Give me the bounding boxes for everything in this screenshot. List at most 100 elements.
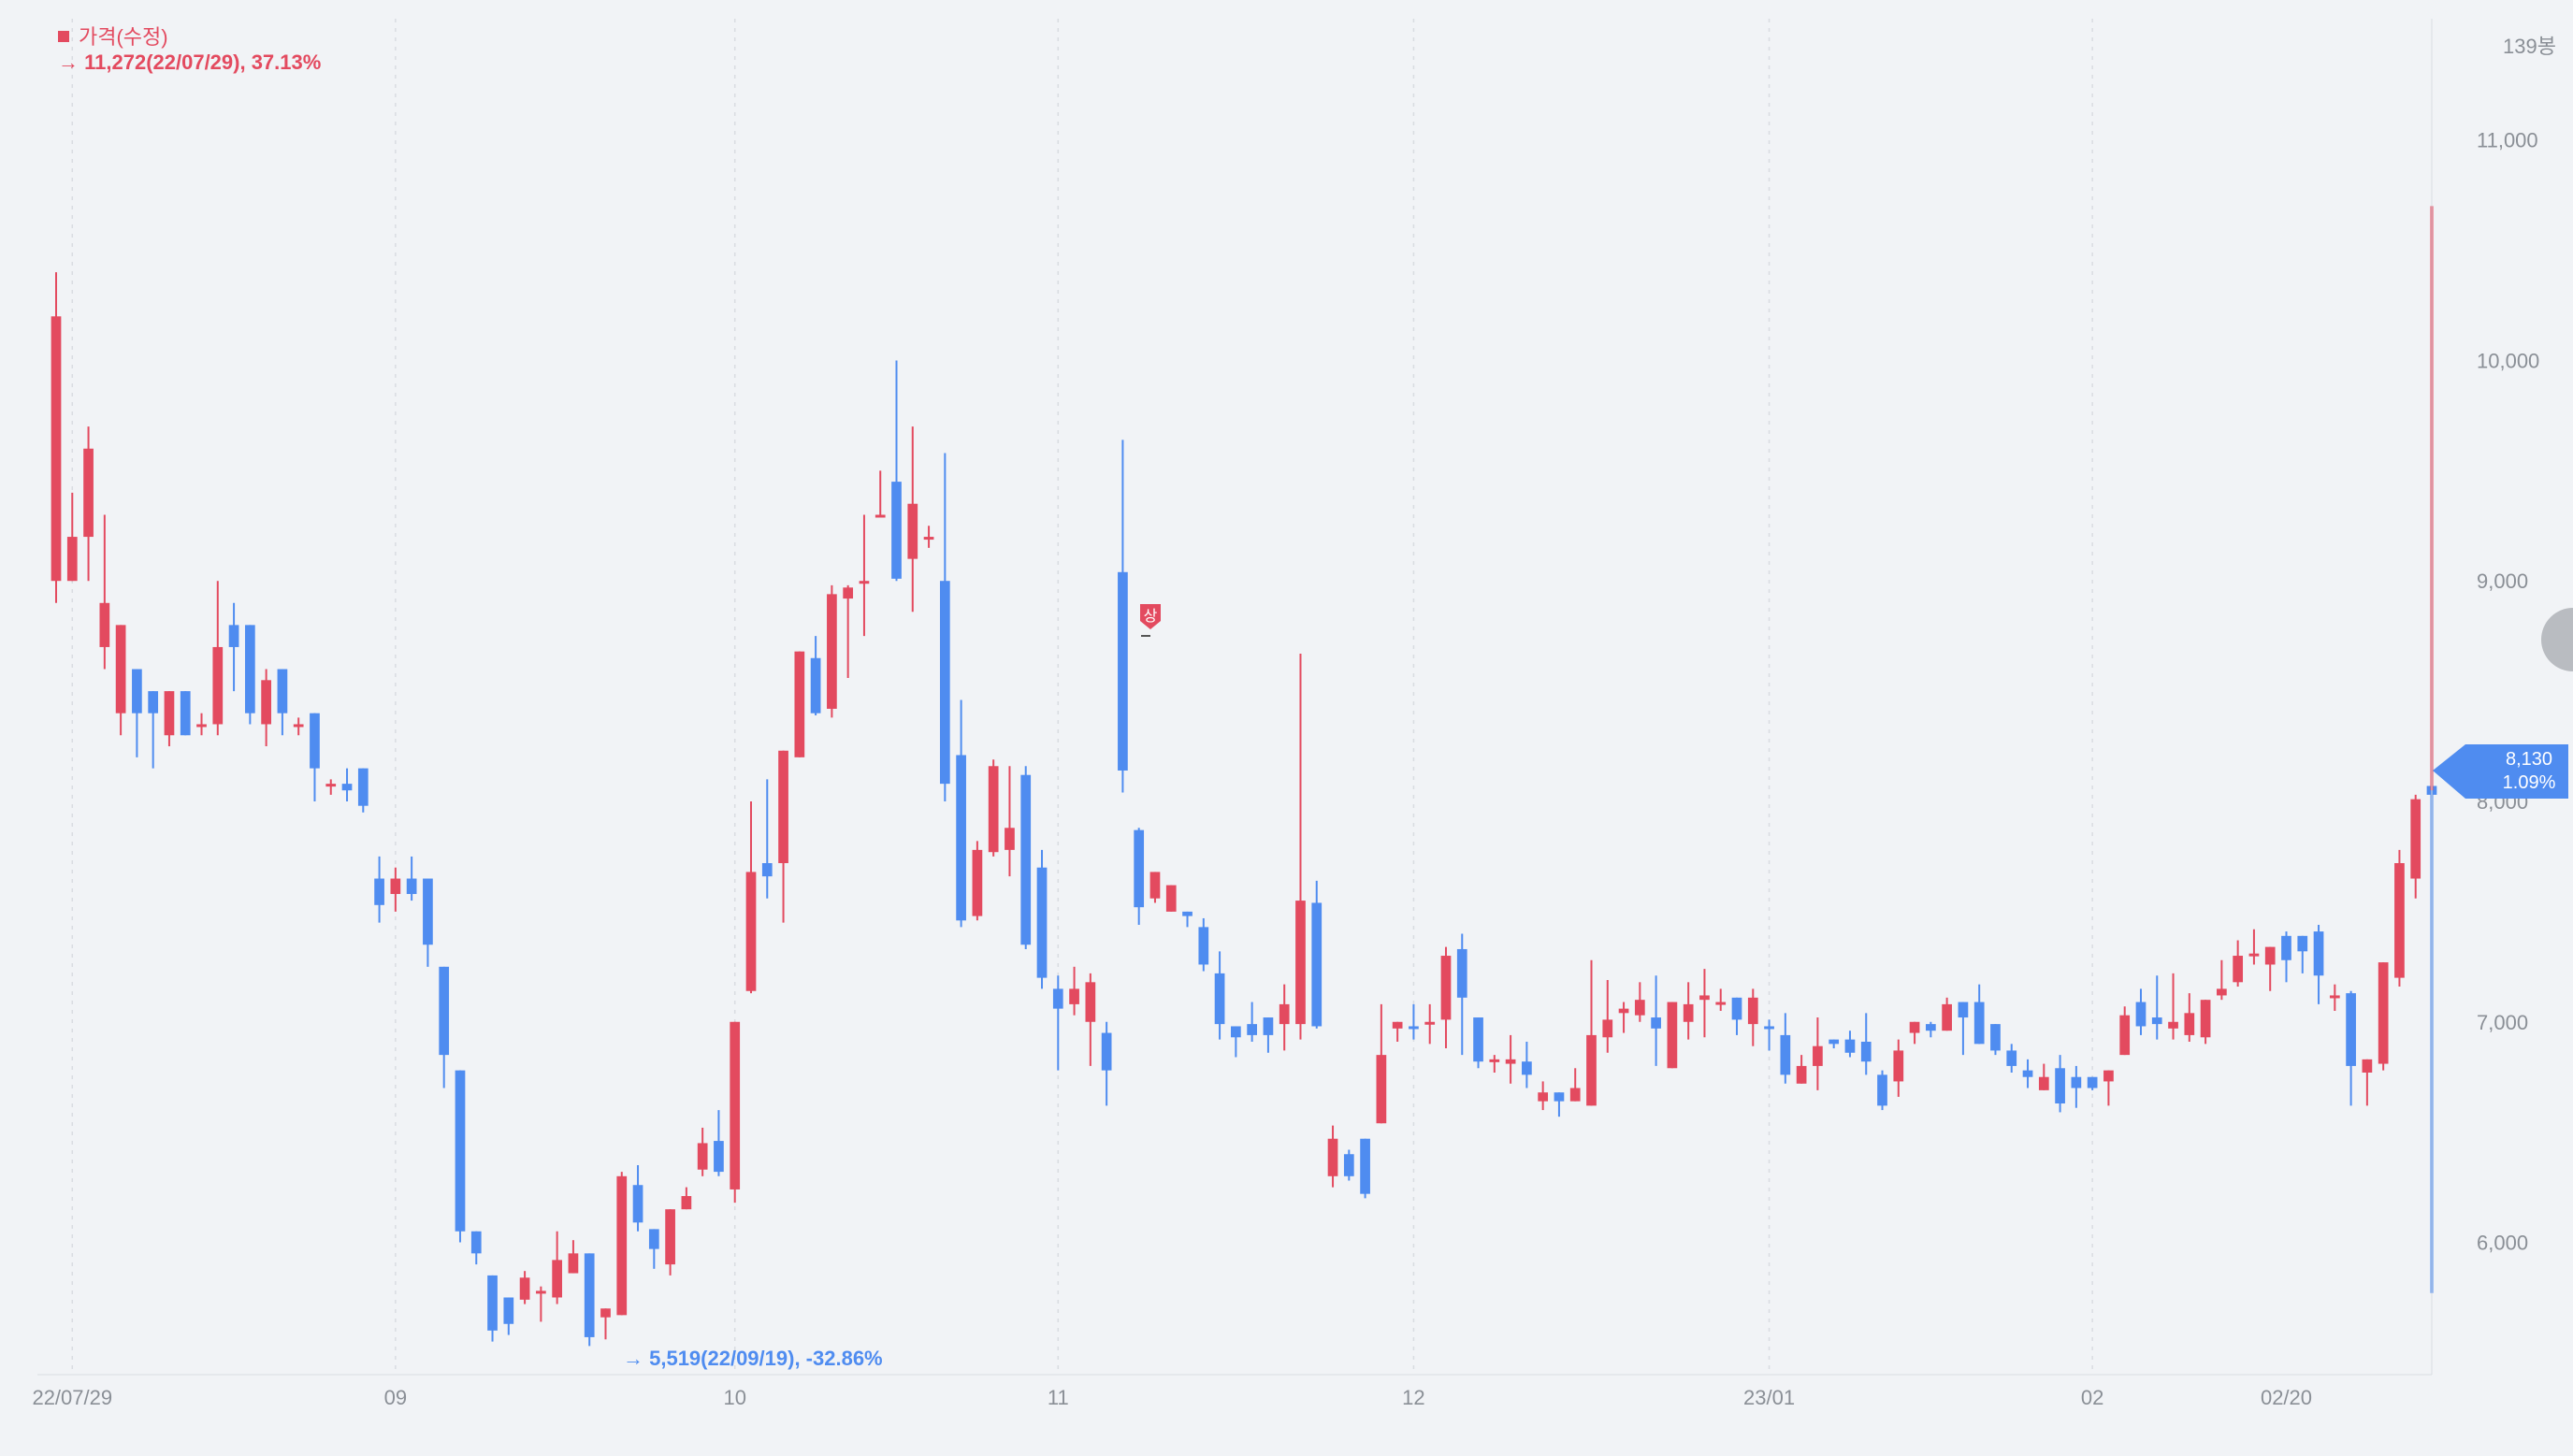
event-badge[interactable]: 상 [1140,604,1161,637]
candle [1893,1039,1904,1097]
candle-body [1409,1026,1419,1030]
candle-body [2378,962,2389,1064]
candle-body [714,1141,724,1173]
candle-body [681,1196,692,1210]
candle-body [1149,872,1161,899]
candle [730,1021,741,1204]
candle [341,768,353,801]
x-tick-label: 09 [384,1386,407,1409]
candle [1165,885,1177,912]
candle-body [244,625,255,714]
candle [1149,872,1161,903]
candle [2038,1063,2049,1090]
badge-shield-icon [1140,604,1161,629]
candle [1231,1026,1241,1058]
candle-body [2184,1013,2195,1035]
candle-body [293,724,304,728]
candle [1569,1068,1581,1102]
candle-body [2071,1076,2082,1088]
candle-body [1473,1017,1483,1062]
candle-body [423,878,433,945]
candle-body [1198,927,1209,965]
candle-body [827,594,837,709]
candle [1764,1019,1774,1051]
x-tick-label: 22/07/29 [32,1386,112,1409]
candle-body [648,1229,659,1249]
candle-body [2200,1000,2211,1038]
current-price-tag[interactable]: 8,130 1.09% [2433,744,2568,799]
candle-body [1731,997,1742,1020]
candle-body [1005,828,1015,850]
candle [1182,911,1193,928]
candle [1634,982,1645,1022]
candle [1311,880,1323,1029]
candle [293,717,304,736]
candle-body [439,966,450,1056]
candle-body [568,1253,579,1274]
candle-body [632,1185,643,1223]
candle [1780,1013,1791,1084]
candle-body [1942,1003,1952,1031]
candle-body [730,1021,741,1189]
candle [1829,1039,1840,1049]
candle-body [406,878,417,895]
candle-body [1360,1138,1370,1194]
candle [1409,1003,1419,1040]
candle-body [1020,774,1032,945]
candle [2184,993,2195,1042]
candle [2087,1076,2098,1090]
candle [1522,1041,1532,1088]
candle [1198,917,1209,972]
candle-body [1101,1032,1112,1071]
y-tick-label: 6,000 [2477,1232,2528,1255]
candle-body [1440,956,1452,1020]
candle [180,691,191,736]
candle-body [794,651,805,757]
price-tag-shape [2433,744,2568,799]
candle-body [2264,946,2276,965]
candle [1263,1017,1274,1053]
candle-body [2103,1070,2114,1082]
x-tick-label: 11 [1048,1386,1069,1409]
candle-body [745,872,757,991]
candle-body [1683,1003,1694,1022]
candle-body [503,1297,514,1324]
candle-body [1958,1002,1969,1018]
candle-body [1893,1050,1904,1082]
candle [988,759,999,857]
candle-body [1569,1088,1581,1102]
candle-body [1667,1002,1678,1069]
candle [2281,931,2291,983]
candle-body [519,1277,530,1300]
candle [1731,997,1742,1035]
candle [357,768,369,813]
candle [374,856,384,923]
candle-body [1602,1019,1613,1038]
legend: 가격(수정) → 11,272(22/07/29), 37.13% [58,25,321,74]
candle [132,669,142,757]
candle [859,514,870,637]
candle-body [1247,1024,1257,1035]
candle-body [2022,1070,2033,1077]
candle-count-label: 139봉 [2503,35,2556,58]
legend-series-label: 가격(수정) [79,25,168,49]
candle-body [1118,571,1128,771]
candle [1440,946,1452,1049]
candle [568,1240,579,1274]
candle [503,1297,514,1335]
candle [2135,988,2147,1035]
candle [439,966,450,1088]
y-tick-label: 10,000 [2477,349,2539,372]
candle-body [164,691,175,736]
candle [923,526,934,548]
candle [164,691,175,747]
candle [632,1165,643,1232]
scroll-handle[interactable] [2541,608,2573,671]
candle [1134,828,1145,926]
candle [1360,1138,1370,1199]
candle-body [1424,1021,1436,1025]
candle [1973,984,1985,1045]
candle [487,1275,498,1342]
candle [681,1187,692,1210]
